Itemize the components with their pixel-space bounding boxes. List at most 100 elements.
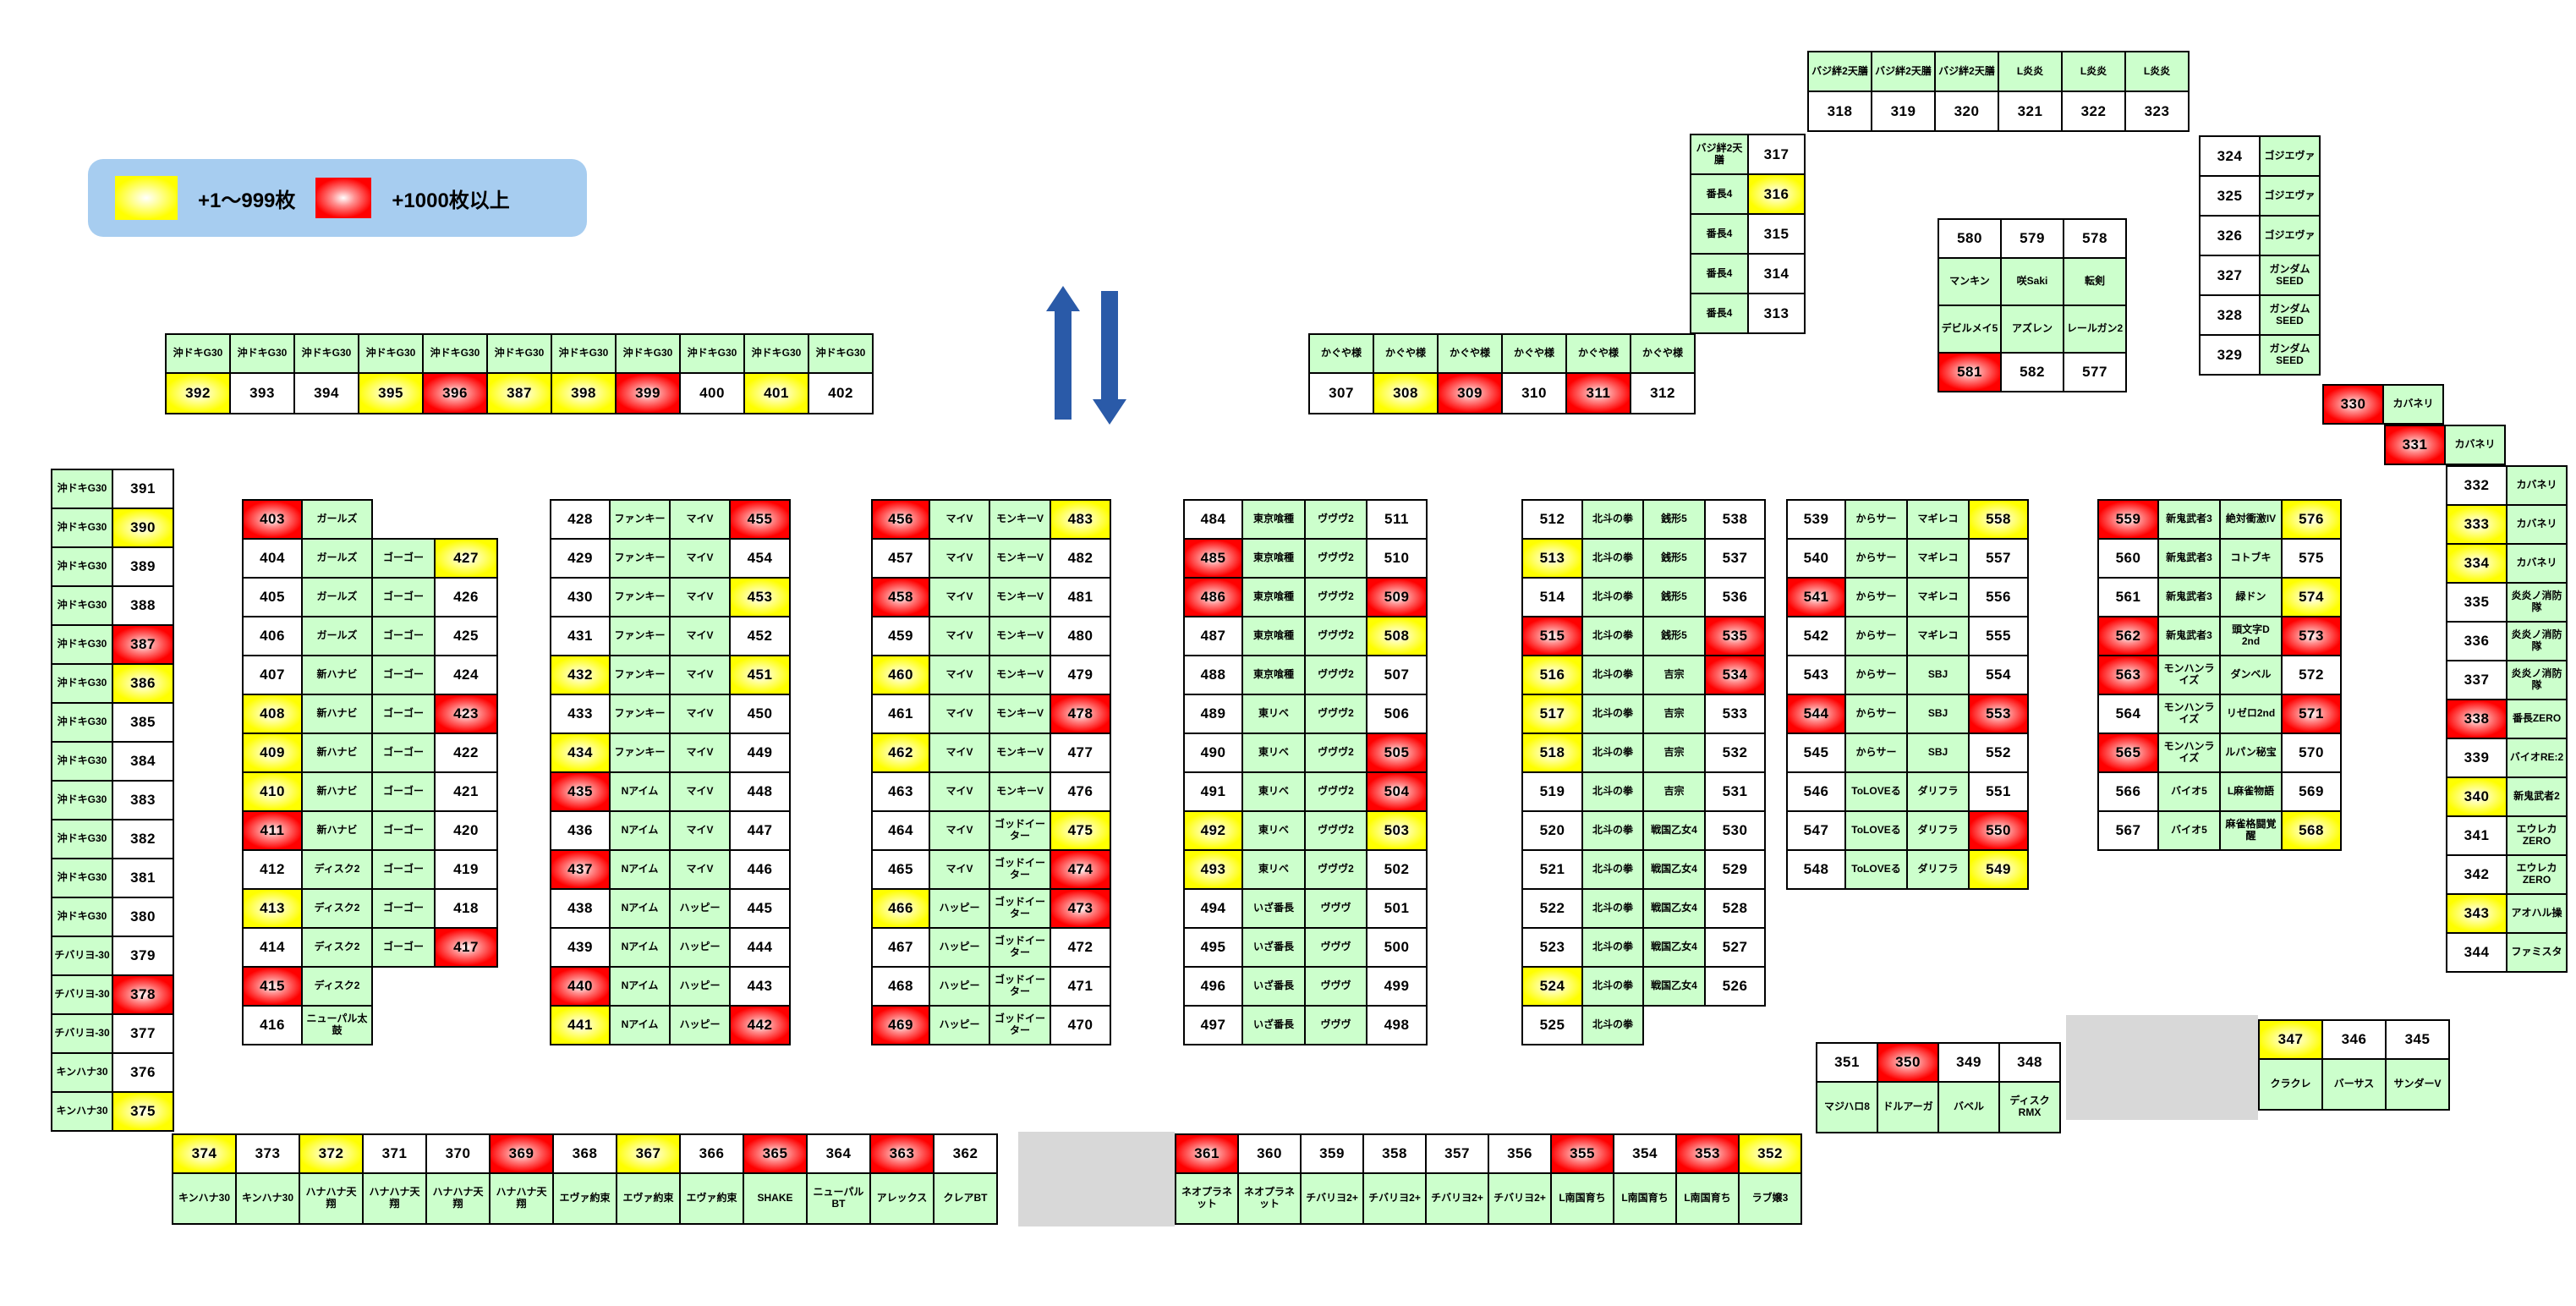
- machine-name-cell: ハッピー: [669, 966, 731, 1007]
- machine-number-cell: 310: [1501, 372, 1567, 414]
- machine-number-cell: 463: [871, 771, 930, 812]
- machine-number-cell: 494: [1183, 888, 1243, 929]
- machine-name-cell: ハナハナ天翔: [362, 1172, 427, 1225]
- machine-number-cell: 320: [1934, 91, 1999, 132]
- machine-number-cell: 501: [1366, 888, 1428, 929]
- machine-name-cell: 東リベ: [1241, 694, 1306, 734]
- machine-name-cell: ハッピー: [669, 927, 731, 968]
- machine-name-cell: 沖ドキG30: [51, 624, 113, 665]
- machine-name-cell: ハッピー: [929, 927, 990, 968]
- machine-number-cell: 469: [871, 1005, 930, 1045]
- machine-name-cell: マイV: [669, 616, 731, 656]
- machine-name-cell: 沖ドキG30: [679, 333, 745, 374]
- machine-number-cell: 434: [550, 733, 611, 773]
- machine-name-cell: ToLOVEる: [1844, 810, 1908, 851]
- machine-name-cell: マジハロ8: [1816, 1081, 1878, 1133]
- machine-name-cell: 新鬼武者2: [2506, 776, 2568, 817]
- machine-name-cell: 番長ZERO: [2506, 699, 2568, 739]
- machine-number-cell: 414: [242, 927, 303, 968]
- machine-name-cell: 北斗の拳: [1581, 499, 1644, 540]
- machine-name-cell: ダリフラ: [1906, 810, 1970, 851]
- machine-name-cell: ダリフラ: [1906, 771, 1970, 812]
- machine-name-cell: 銭形5: [1642, 499, 1706, 540]
- machine-number-cell: 482: [1050, 538, 1111, 579]
- machine-name-cell: 吉宗: [1642, 694, 1706, 734]
- machine-name-cell: マイV: [929, 771, 990, 812]
- machine-number-cell: 484: [1183, 499, 1243, 540]
- machine-number-cell: 565: [2097, 733, 2159, 773]
- machine-name-cell: 沖ドキG30: [422, 333, 488, 374]
- machine-number-cell: 328: [2199, 294, 2261, 336]
- machine-number-cell: 573: [2281, 616, 2342, 656]
- machine-name-cell: ファンキー: [609, 655, 671, 695]
- machine-number-cell: 372: [299, 1133, 364, 1174]
- machine-name-cell: 番長4: [1690, 293, 1749, 334]
- machine-number-cell: 343: [2446, 893, 2507, 934]
- machine-number-cell: 335: [2446, 582, 2507, 623]
- machine-number-cell: 403: [242, 499, 303, 540]
- machine-name-cell: 沖ドキG30: [51, 546, 113, 587]
- machine-number-cell: 540: [1786, 538, 1846, 579]
- machine-number-cell: 384: [112, 741, 174, 782]
- machine-name-cell: 沖ドキG30: [51, 780, 113, 820]
- machine-name-cell: モンハンライズ: [2157, 694, 2221, 734]
- machine-name-cell: モンキーV: [989, 616, 1051, 656]
- machine-name-cell: 北斗の拳: [1581, 810, 1644, 851]
- machine-number-cell: 546: [1786, 771, 1846, 812]
- machine-number-cell: 572: [2281, 655, 2342, 695]
- machine-number-cell: 568: [2281, 810, 2342, 851]
- machine-name-cell: かぐや様: [1565, 333, 1631, 374]
- machine-number-cell: 458: [871, 577, 930, 617]
- machine-number-cell: 453: [729, 577, 791, 617]
- machine-number-cell: 505: [1366, 733, 1428, 773]
- machine-number-cell: 541: [1786, 577, 1846, 617]
- machine-name-cell: キンハナ30: [235, 1172, 300, 1225]
- machine-number-cell: 419: [434, 849, 498, 890]
- machine-number-cell: 510: [1366, 538, 1428, 579]
- machine-name-cell: カバネリ: [2444, 425, 2506, 465]
- machine-name-cell: マギレコ: [1906, 616, 1970, 656]
- machine-name-cell: モンキーV: [989, 655, 1051, 695]
- machine-number-cell: 427: [434, 538, 498, 579]
- machine-name-cell: チバリヨ2+: [1300, 1172, 1364, 1225]
- machine-name-cell: デビルメイ5: [1937, 305, 2002, 354]
- machine-number-cell: 532: [1704, 733, 1766, 773]
- machine-number-cell: 392: [165, 372, 231, 414]
- machine-name-cell: ゴッドイーター: [989, 966, 1051, 1007]
- machine-name-cell: SBJ: [1906, 733, 1970, 773]
- machine-number-cell: 551: [1968, 771, 2029, 812]
- machine-number-cell: 383: [112, 780, 174, 820]
- machine-number-cell: 461: [871, 694, 930, 734]
- machine-number-cell: 441: [550, 1005, 611, 1045]
- machine-number-cell: 378: [112, 974, 174, 1015]
- machine-number-cell: 361: [1175, 1133, 1239, 1174]
- machine-number-cell: 394: [293, 372, 359, 414]
- machine-number-cell: 405: [242, 577, 303, 617]
- machine-name-cell: 緑ドン: [2219, 577, 2283, 617]
- down-arrow-icon: [1093, 291, 1126, 425]
- machine-number-cell: 514: [1521, 577, 1583, 617]
- machine-name-cell: 戦国乙女4: [1642, 927, 1706, 968]
- machine-number-cell: 553: [1968, 694, 2029, 734]
- machine-number-cell: 322: [2061, 91, 2126, 132]
- machine-name-cell: ニューパルBT: [806, 1172, 871, 1225]
- machine-number-cell: 318: [1807, 91, 1872, 132]
- machine-number-cell: 436: [550, 810, 611, 851]
- machine-name-cell: からサー: [1844, 733, 1908, 773]
- machine-name-cell: L南国育ち: [1675, 1172, 1740, 1225]
- machine-number-cell: 456: [871, 499, 930, 540]
- machine-name-cell: Nアイム: [609, 927, 671, 968]
- machine-number-cell: 377: [112, 1013, 174, 1054]
- machine-name-cell: ファンキー: [609, 694, 671, 734]
- machine-number-cell: 552: [1968, 733, 2029, 773]
- machine-name-cell: ハッピー: [929, 966, 990, 1007]
- machine-name-cell: マイV: [929, 616, 990, 656]
- machine-number-cell: 340: [2446, 776, 2507, 817]
- machine-name-cell: エヴァ約束: [616, 1172, 681, 1225]
- machine-number-cell: 390: [112, 508, 174, 548]
- machine-number-cell: 477: [1050, 733, 1111, 773]
- machine-name-cell: チバリヨ2+: [1425, 1172, 1489, 1225]
- machine-number-cell: 559: [2097, 499, 2159, 540]
- machine-name-cell: 沖ドキG30: [551, 333, 617, 374]
